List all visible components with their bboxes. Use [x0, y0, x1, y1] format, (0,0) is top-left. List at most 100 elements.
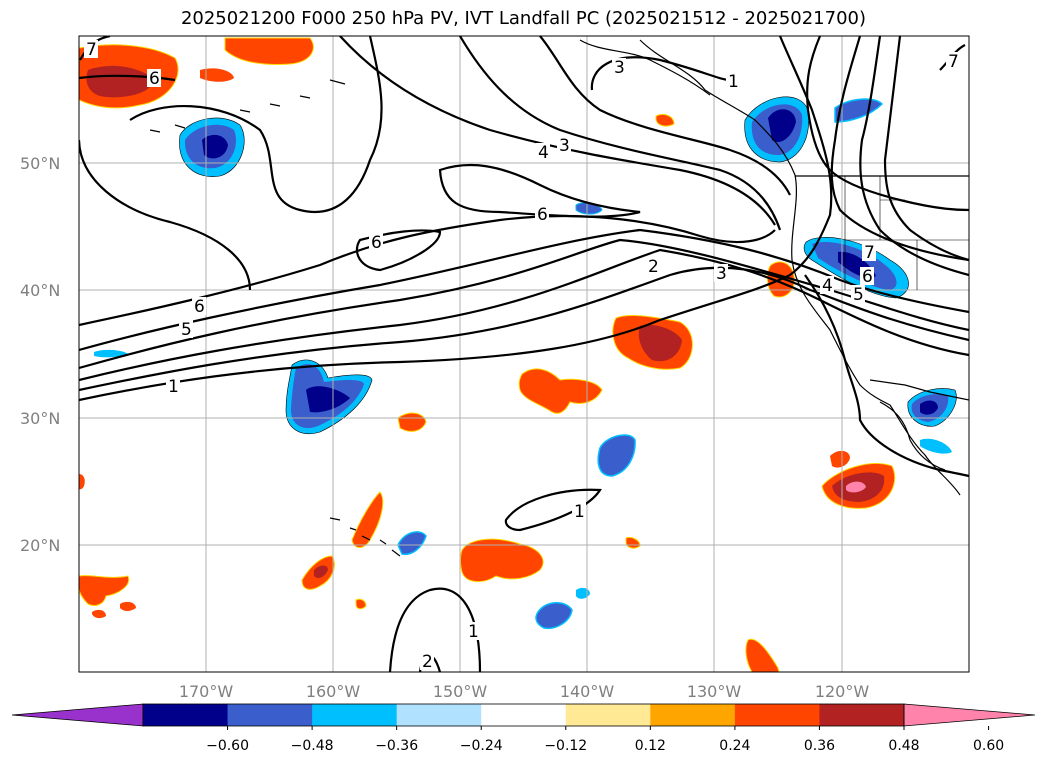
contour-line-6 — [129, 36, 383, 213]
latitude-labels: 50°N 40°N 30°N 20°N — [20, 154, 60, 555]
contour-label: 5 — [181, 320, 192, 340]
colorbar-extend-low — [11, 703, 144, 727]
pv-strong-positive-region — [86, 65, 155, 98]
ivt-contours — [79, 36, 969, 672]
contour-label: 4 — [538, 143, 549, 163]
lat-label: 40°N — [20, 281, 60, 300]
map-frame — [78, 35, 970, 673]
contour-label: 2 — [422, 652, 433, 672]
contour-label: 1 — [574, 502, 585, 522]
colorbar-tick-label: −0.36 — [375, 738, 418, 754]
contour-label: 6 — [537, 205, 548, 225]
lat-label: 50°N — [20, 154, 60, 173]
colorbar-segment — [312, 704, 398, 726]
contour-label: 3 — [614, 58, 625, 78]
contour-line-1 — [79, 139, 252, 291]
colorbar-segment — [650, 704, 736, 726]
pv-positive-region — [355, 598, 367, 610]
contour-label: 5 — [853, 285, 864, 305]
contour-label: 6 — [194, 297, 205, 317]
pv-positive-region — [655, 113, 675, 127]
pv-positive-region — [830, 450, 850, 468]
pv-positive-region — [224, 37, 314, 65]
pv-strong-negative-region — [768, 109, 796, 142]
colorbar-tick-label: 0.12 — [635, 738, 666, 754]
pv-positive-region — [92, 609, 106, 619]
aleutian-islands — [149, 79, 346, 133]
colorbar-segment — [734, 704, 820, 726]
pv-positive-region — [351, 491, 384, 548]
pv-positive-region — [79, 575, 130, 607]
pv-positive-region — [120, 601, 136, 611]
contour-label: 1 — [168, 377, 179, 397]
lon-label: 130°W — [687, 682, 742, 701]
contour-label: 3 — [716, 264, 727, 284]
pv-positive-region — [745, 638, 780, 672]
contour-label: 1 — [468, 622, 479, 642]
pv-positive-region — [79, 474, 85, 490]
pv-strong-negative-region — [920, 400, 938, 415]
contour-line-1 — [79, 36, 833, 402]
colorbar-tick-label: 0.24 — [719, 738, 750, 754]
lon-label: 170°W — [179, 682, 234, 701]
contour-label: 3 — [559, 136, 570, 156]
contour-line-6 — [438, 163, 641, 218]
contour-label: 7 — [86, 40, 97, 60]
alaska-coast — [579, 39, 711, 96]
contour-line-3 — [539, 36, 791, 196]
contour-line-1 — [804, 274, 969, 478]
colorbar-tick-label: 0.48 — [888, 738, 919, 754]
contour-line-3 — [859, 36, 969, 277]
pv-positive-region — [460, 538, 544, 582]
colorbar-tick-label: 0.36 — [804, 738, 835, 754]
colorbar-segment — [227, 704, 313, 726]
colorbar-extend-high — [903, 703, 1036, 727]
lon-label: 150°W — [433, 682, 488, 701]
contour-labels: 6 7 3 1 3 4 6 6 2 3 6 5 1 1 — [84, 40, 960, 672]
contour-label: 6 — [862, 267, 873, 287]
contour-line-6 — [79, 214, 776, 327]
colorbar-tick-label: −0.12 — [544, 738, 587, 754]
lon-label: 120°W — [815, 682, 870, 701]
colorbar: −0.60 −0.48 −0.36 −0.24 −0.12 0.12 0.24 0.36 0.4… — [11, 703, 1036, 754]
pv-strong-positive-region — [314, 565, 328, 578]
colorbar-tick-label: −0.24 — [460, 738, 503, 754]
pv-shading — [79, 37, 957, 672]
colorbar-tick-label: −0.60 — [206, 738, 249, 754]
pv-negative-region — [920, 438, 952, 454]
pv-negative-region — [397, 531, 427, 556]
colorbar-segment — [143, 704, 229, 726]
colorbar-segment — [565, 704, 651, 726]
pv-strong-negative-region — [202, 134, 228, 159]
contour-line-1 — [590, 56, 731, 91]
pv-strong-negative-region — [306, 386, 350, 413]
contour-label: 6 — [149, 69, 160, 89]
longitude-labels: 170°W 160°W 150°W 140°W 130°W 120°W — [179, 682, 870, 701]
pv-negative-region — [597, 434, 636, 477]
contour-label: 1 — [728, 72, 739, 92]
contour-line-2 — [79, 266, 969, 392]
lat-label: 30°N — [20, 409, 60, 428]
contour-line-6 — [79, 74, 176, 82]
lon-label: 160°W — [306, 682, 361, 701]
lat-label: 20°N — [20, 536, 60, 555]
pv-positive-region — [200, 68, 234, 82]
pv-negative-region — [535, 602, 573, 630]
colorbar-tick-label: 0.60 — [973, 738, 1004, 754]
pv-extreme-positive-region — [846, 481, 866, 493]
contour-line-4 — [883, 36, 969, 262]
lon-label: 140°W — [560, 682, 615, 701]
figure-title: 2025021200 F000 250 hPa PV, IVT Landfall… — [180, 8, 867, 29]
contour-line-4 — [459, 36, 782, 231]
hawaiian-islands — [329, 517, 401, 557]
contour-line-1 — [806, 36, 969, 212]
us-mexico-border — [869, 379, 969, 401]
state-borders — [844, 176, 969, 290]
pv-strong-positive-region — [638, 324, 682, 362]
contour-line-6 — [355, 229, 442, 272]
contour-label: 7 — [948, 52, 959, 72]
colorbar-segment — [481, 704, 567, 726]
colorbar-frame — [142, 703, 905, 727]
colorbar-tick-label: −0.48 — [291, 738, 334, 754]
colorbar-segment — [819, 704, 905, 726]
